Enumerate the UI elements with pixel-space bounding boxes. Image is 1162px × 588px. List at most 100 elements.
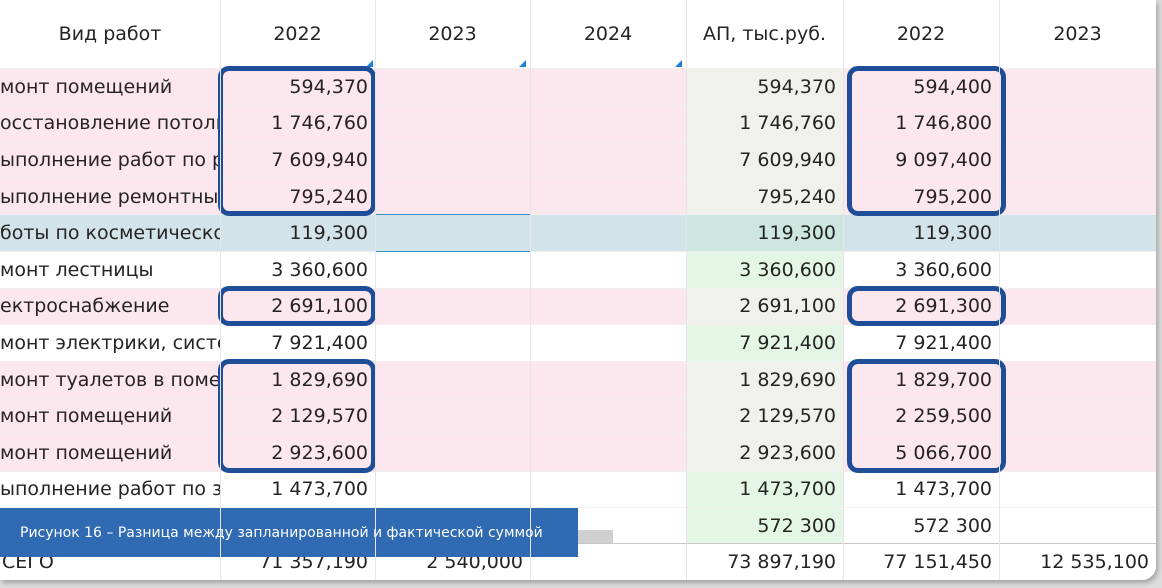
table-cell[interactable]: 795,240 (686, 177, 843, 215)
table-cell[interactable]: 7 609,940 (686, 141, 843, 178)
table-cell[interactable] (999, 177, 1156, 215)
table-cell[interactable]: 1 473,700 (686, 470, 843, 508)
table-cell[interactable] (530, 177, 686, 215)
column-header-5[interactable]: 2022 (843, 0, 999, 68)
table-cell[interactable] (530, 141, 686, 178)
table-cell[interactable] (999, 287, 1156, 325)
table-cell[interactable]: 5 066,700 (843, 434, 999, 471)
table-cell[interactable]: 119,300 (220, 214, 375, 251)
totals-cell: 12 535,100 (999, 544, 1156, 580)
grid-line (999, 0, 1000, 580)
table-cell[interactable] (375, 104, 530, 142)
row-label[interactable]: монт помещений (0, 434, 220, 471)
row-label[interactable]: ектроснабжение (0, 287, 220, 325)
table-cell[interactable]: 594,370 (220, 68, 375, 105)
table-cell[interactable]: 3 360,600 (843, 251, 999, 288)
column-header-2[interactable]: 2023 (375, 0, 530, 68)
highlight-box-actual (847, 66, 1006, 217)
table-cell[interactable]: 119,300 (843, 214, 999, 251)
row-label[interactable]: монт лестницы (0, 251, 220, 288)
row-label[interactable]: ыполнение ремонтных (0, 177, 220, 215)
table-cell[interactable]: 2 691,300 (843, 287, 999, 325)
highlight-box-plan (218, 285, 376, 327)
row-label[interactable]: монт помещений (0, 397, 220, 434)
table-cell[interactable]: 795,200 (843, 177, 999, 215)
table-cell[interactable] (530, 68, 686, 105)
table-cell[interactable]: 2 129,570 (686, 397, 843, 434)
table-cell[interactable]: 2 923,600 (686, 434, 843, 471)
table-cell[interactable]: 1 473,700 (220, 470, 375, 508)
table-cell[interactable] (530, 104, 686, 142)
table-cell[interactable] (530, 397, 686, 434)
row-label[interactable]: монт электрики, систе (0, 324, 220, 361)
table-cell[interactable] (375, 434, 530, 471)
grid-line (843, 0, 844, 580)
table-cell[interactable]: 2 691,100 (686, 287, 843, 325)
column-header-0[interactable]: Вид работ (0, 0, 220, 68)
table-cell[interactable]: 594,400 (843, 68, 999, 105)
table-cell[interactable] (530, 287, 686, 325)
row-label[interactable]: ыполнение работ по ре (0, 141, 220, 178)
table-cell[interactable] (375, 251, 530, 288)
table-cell[interactable] (375, 360, 530, 398)
column-header-3[interactable]: 2024 (530, 0, 686, 68)
row-label[interactable]: боты по косметическо (0, 214, 220, 251)
table-cell[interactable]: 3 360,600 (686, 251, 843, 288)
selected-cell[interactable] (375, 214, 531, 252)
column-header-4[interactable]: АП, тыс.руб. (686, 0, 843, 68)
table-cell[interactable] (530, 324, 686, 361)
table-cell[interactable]: 795,240 (220, 177, 375, 215)
table-cell[interactable] (530, 214, 686, 251)
table-cell[interactable]: 7 609,940 (220, 141, 375, 178)
row-label[interactable]: осстановление потолка (0, 104, 220, 142)
table-cell[interactable] (375, 68, 530, 105)
table-cell[interactable] (999, 470, 1156, 508)
table-cell[interactable]: 1 829,690 (686, 360, 843, 398)
table-cell[interactable]: 7 921,400 (686, 324, 843, 361)
table-cell[interactable]: 7 921,400 (843, 324, 999, 361)
table-cell[interactable]: 2 691,100 (220, 287, 375, 325)
table-cell[interactable] (375, 287, 530, 325)
table-cell[interactable] (530, 360, 686, 398)
table-cell[interactable]: 2 259,500 (843, 397, 999, 434)
table-cell[interactable]: 1 829,690 (220, 360, 375, 398)
row-label[interactable]: монт помещений (0, 68, 220, 105)
table-cell[interactable]: 572 300 (686, 507, 843, 544)
table-cell[interactable] (375, 397, 530, 434)
table-cell[interactable]: 594,370 (686, 68, 843, 105)
horizontal-scrollbar[interactable] (578, 530, 613, 543)
table-cell[interactable] (999, 141, 1156, 178)
table-cell[interactable]: 572 300 (843, 507, 999, 544)
table-cell[interactable] (530, 470, 686, 508)
table-cell[interactable]: 1 746,760 (686, 104, 843, 142)
table-cell[interactable]: 2 923,600 (220, 434, 375, 471)
table-cell[interactable] (375, 141, 530, 178)
table-cell[interactable]: 119,300 (686, 214, 843, 251)
table-cell[interactable] (999, 434, 1156, 471)
column-header-1[interactable]: 2022 (220, 0, 375, 68)
table-cell[interactable] (530, 434, 686, 471)
table-cell[interactable] (999, 324, 1156, 361)
table-cell[interactable]: 1 746,760 (220, 104, 375, 142)
table-cell[interactable] (999, 360, 1156, 398)
table-cell[interactable] (999, 214, 1156, 251)
table-cell[interactable] (999, 251, 1156, 288)
table-cell[interactable]: 9 097,400 (843, 141, 999, 178)
row-label[interactable]: монт туалетов в поме (0, 360, 220, 398)
table-cell[interactable] (999, 507, 1156, 544)
table-cell[interactable]: 7 921,400 (220, 324, 375, 361)
table-cell[interactable] (999, 397, 1156, 434)
column-header-6[interactable]: 2023 (999, 0, 1156, 68)
table-cell[interactable]: 2 129,570 (220, 397, 375, 434)
table-cell[interactable] (999, 104, 1156, 142)
table-cell[interactable]: 1 829,700 (843, 360, 999, 398)
row-label[interactable]: ыполнение работ по за (0, 470, 220, 508)
table-cell[interactable] (375, 470, 530, 508)
table-cell[interactable]: 3 360,600 (220, 251, 375, 288)
table-cell[interactable]: 1 473,700 (843, 470, 999, 508)
table-cell[interactable]: 1 746,800 (843, 104, 999, 142)
table-cell[interactable] (999, 68, 1156, 105)
table-cell[interactable] (375, 177, 530, 215)
table-cell[interactable] (530, 251, 686, 288)
table-cell[interactable] (375, 324, 530, 361)
